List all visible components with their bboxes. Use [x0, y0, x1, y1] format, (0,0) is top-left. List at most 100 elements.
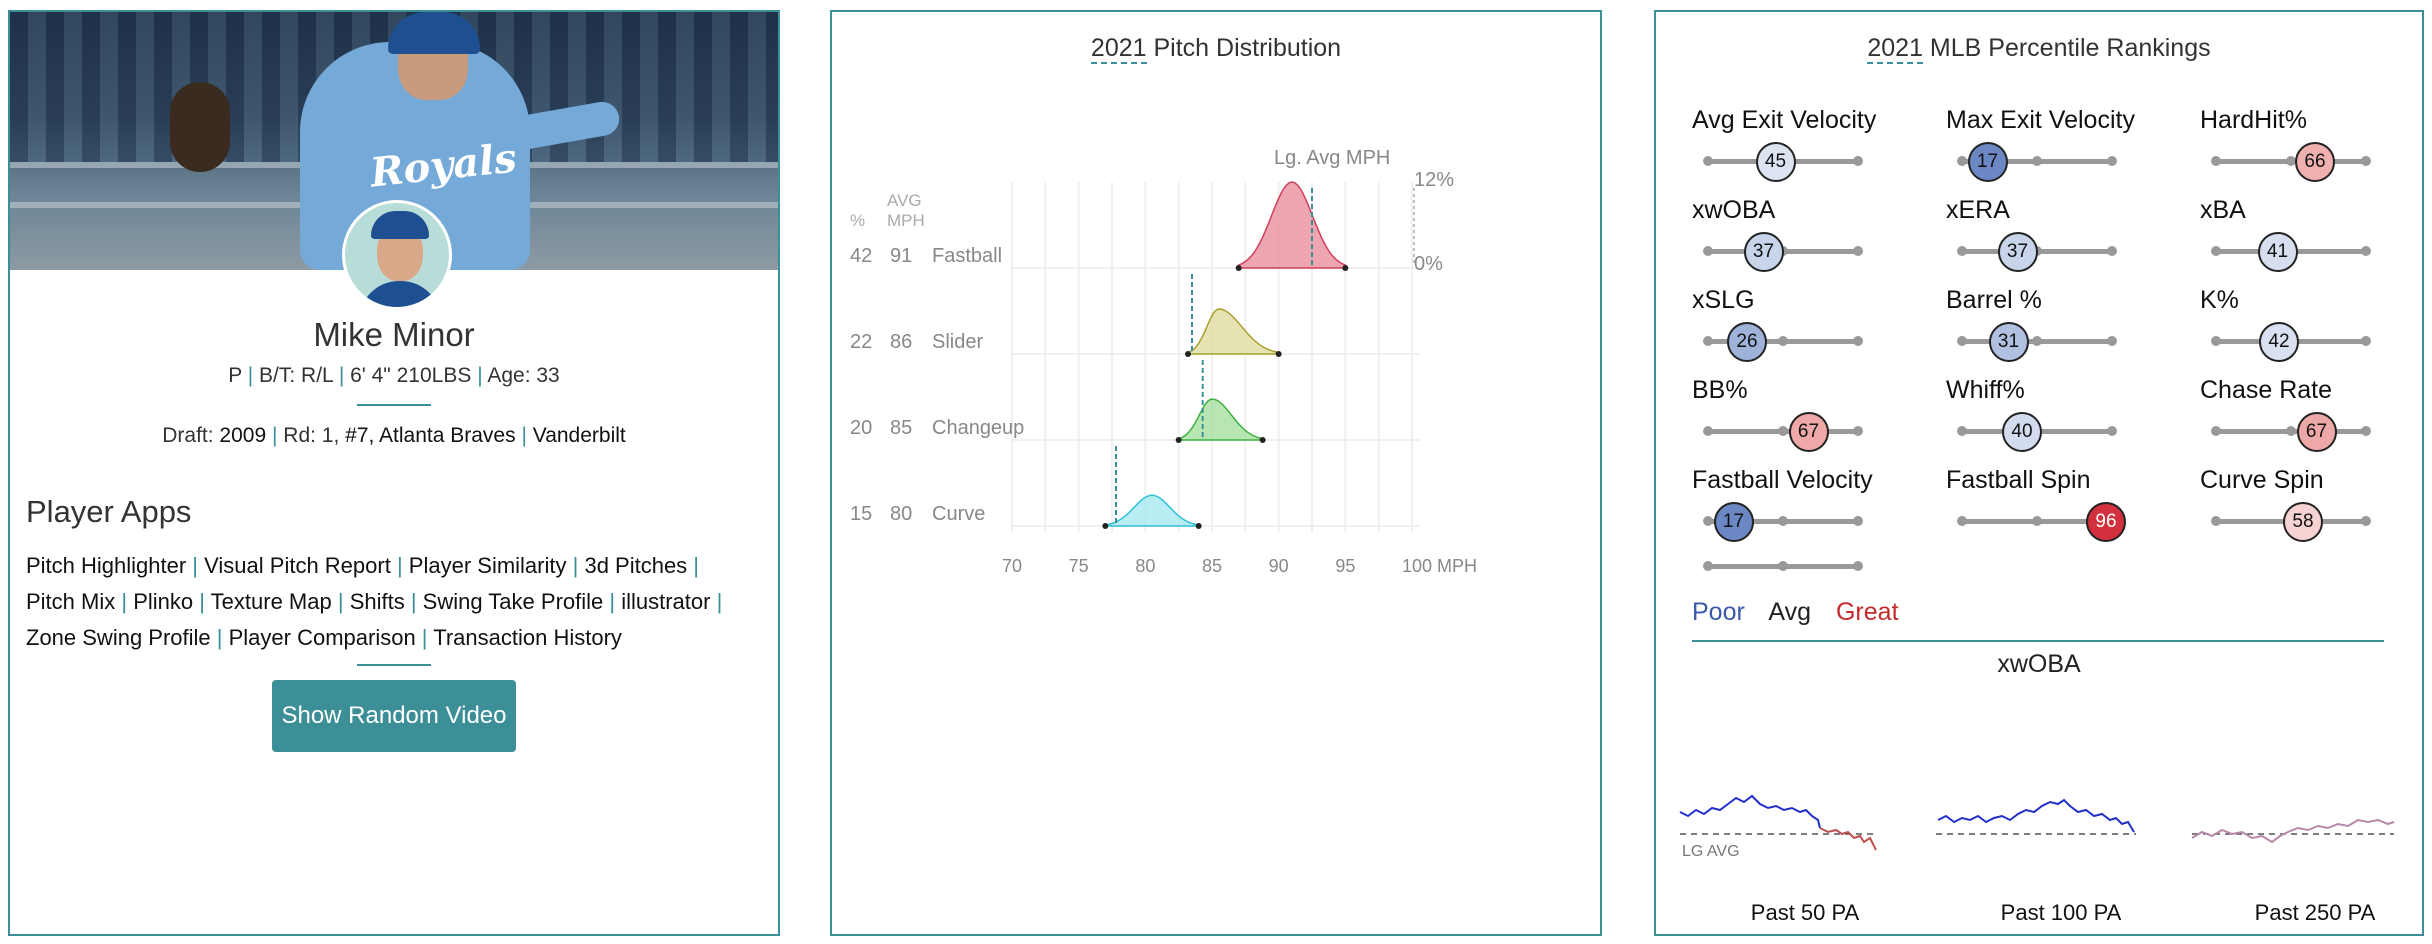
avatar: [342, 200, 452, 310]
percentile-barrel-[interactable]: Barrel % 31: [1946, 286, 2176, 366]
percentile-bubble: 45: [1755, 142, 1796, 182]
app-link-pitch-mix[interactable]: Pitch Mix: [26, 589, 116, 614]
track-dot: [2211, 246, 2221, 256]
divider: [357, 664, 431, 666]
percentile-bb-[interactable]: BB% 67: [1692, 376, 1922, 456]
track-dot: [1778, 516, 1788, 526]
show-random-video-button[interactable]: Show Random Video: [272, 680, 516, 752]
pitch-distribution-title-text: Pitch Distribution: [1146, 34, 1342, 62]
percentile-whiff-[interactable]: Whiff% 40: [1946, 376, 2176, 456]
metric-label: Chase Rate: [2200, 376, 2333, 404]
track-dot: [1778, 336, 1788, 346]
pitch-pct: 20: [850, 417, 872, 439]
window-label-50: Past 50 PA: [1750, 900, 1860, 925]
percentile-xera[interactable]: xERA 37: [1946, 196, 2176, 276]
track-dot: [1957, 516, 1967, 526]
draft-pick: #7, Atlanta Braves: [345, 424, 516, 447]
metric-label: xSLG: [1692, 286, 1755, 314]
track-dot: [2361, 336, 2371, 346]
draft-round-label: Rd: 1,: [283, 424, 346, 447]
xwoba-line-250: [2191, 818, 2395, 844]
percentile-xslg[interactable]: xSLG 26: [1692, 286, 1922, 366]
app-link-zone-swing-profile[interactable]: Zone Swing Profile: [26, 625, 211, 650]
percentile-fastball-spin[interactable]: Fastball Spin 96: [1946, 466, 2176, 546]
percentile-curve-spin[interactable]: Curve Spin 58: [2200, 466, 2430, 546]
draft-school: Vanderbilt: [532, 424, 626, 447]
app-link-texture-map[interactable]: Texture Map: [210, 589, 332, 614]
bio-size: 6' 4" 210LBS: [350, 364, 472, 387]
app-link-player-similarity[interactable]: Player Similarity: [408, 553, 567, 578]
percentile-max-exit-velocity[interactable]: Max Exit Velocity 17: [1946, 106, 2176, 186]
range-endpoint: [1195, 523, 1202, 529]
app-link-illustrator[interactable]: illustrator: [621, 589, 711, 614]
track-dot: [2032, 516, 2042, 526]
percentile-chase-rate[interactable]: Chase Rate 67: [2200, 376, 2430, 456]
percentile-bubble: 67: [2296, 412, 2337, 452]
bio-separator: |: [477, 364, 488, 387]
legend-dot: [1703, 561, 1713, 571]
scale-top-label: 12%: [1414, 169, 1454, 191]
pitch-pct: 15: [850, 503, 872, 525]
x-tick-label: 75: [1069, 556, 1089, 576]
percentile-bubble: 67: [1788, 412, 1829, 452]
range-endpoint: [1175, 437, 1182, 443]
percentile-xwoba[interactable]: xwOBA 37: [1692, 196, 1922, 276]
legend-scale: [1692, 518, 1922, 598]
bio-bats-throws: B/T: R/L: [259, 364, 333, 387]
app-link-swing-take-profile[interactable]: Swing Take Profile: [422, 589, 604, 614]
app-link-separator: |: [210, 625, 229, 650]
pitch-distribution-panel: 2021 Pitch Distribution 42 91 Fastball 22 86…: [830, 10, 1602, 936]
pitch-distribution-chart: 42 91 Fastball 22 86 Slider 20 85 Changeup 15 80 Cu…: [850, 147, 1477, 576]
track-dot: [2107, 246, 2117, 256]
avatar-shirt: [359, 281, 441, 307]
x-tick-label: 90: [1269, 556, 1289, 576]
x-tick-label: 95: [1335, 556, 1355, 576]
pitch-avg-mph: 91: [890, 245, 912, 267]
percentile-hardhit-[interactable]: HardHit% 66: [2200, 106, 2430, 186]
track-dot: [1853, 336, 1863, 346]
pitch-pct: 42: [850, 245, 872, 267]
app-link-shifts[interactable]: Shifts: [349, 589, 405, 614]
legend-poor: Poor: [1692, 598, 1745, 626]
track-dot: [1703, 246, 1713, 256]
pitch-name: Curve: [932, 503, 985, 525]
col-pct-header: %: [850, 211, 865, 230]
percentile-avg-exit-velocity[interactable]: Avg Exit Velocity 45: [1692, 106, 1922, 186]
percentile-xba[interactable]: xBA 41: [2200, 196, 2430, 276]
percentile-bubble: 17: [1967, 142, 2008, 182]
xwoba-line-50-below: [1819, 827, 1877, 851]
pitch-density-curve[interactable]: [1104, 494, 1200, 527]
avatar-cap: [371, 211, 429, 239]
app-link-plinko[interactable]: Plinko: [133, 589, 194, 614]
percentile-k-[interactable]: K% 42: [2200, 286, 2430, 366]
year-selector[interactable]: 2021: [1090, 34, 1147, 64]
pitch-density-slider[interactable]: [1187, 308, 1280, 355]
player-apps-links: Pitch Highlighter | Visual Pitch Report …: [26, 548, 766, 656]
year-selector[interactable]: 2021: [1867, 34, 1923, 64]
pitch-density-changeup[interactable]: [1177, 398, 1264, 441]
percentile-bubble: 26: [1727, 322, 1767, 362]
track-dot: [1957, 246, 1967, 256]
app-link-visual-pitch-report[interactable]: Visual Pitch Report: [204, 553, 391, 578]
pitch-name: Slider: [932, 331, 983, 353]
lg-avg-label: Lg. Avg MPH: [1274, 147, 1390, 169]
legend-dot: [1853, 561, 1863, 571]
app-link-pitch-highlighter[interactable]: Pitch Highlighter: [26, 553, 187, 578]
metric-label: Avg Exit Velocity: [1692, 106, 1877, 134]
metric-label: BB%: [1692, 376, 1748, 404]
pitch-density-fastball[interactable]: [1237, 181, 1347, 269]
app-link-3d-pitches[interactable]: 3d Pitches: [584, 553, 688, 578]
player-name: Mike Minor: [313, 316, 475, 353]
xwoba-rolling-charts: LG AVG: [1679, 794, 2395, 860]
app-link-player-comparison[interactable]: Player Comparison: [228, 625, 416, 650]
percentile-fastball-velocity[interactable]: Fastball Velocity 17: [1692, 466, 1922, 546]
draft-info: Draft: 2009 | Rd: 1, #7, Atlanta Braves …: [10, 424, 778, 448]
percentile-bubble: 37: [1743, 232, 1784, 272]
app-link-separator: |: [603, 589, 622, 614]
app-link-transaction-history[interactable]: Transaction History: [433, 625, 622, 650]
track-dot: [1957, 426, 1967, 436]
app-link-separator: |: [331, 589, 350, 614]
track-dot: [1853, 156, 1863, 166]
app-link-separator: |: [404, 589, 423, 614]
xwoba-title: xwOBA: [1997, 650, 2081, 678]
